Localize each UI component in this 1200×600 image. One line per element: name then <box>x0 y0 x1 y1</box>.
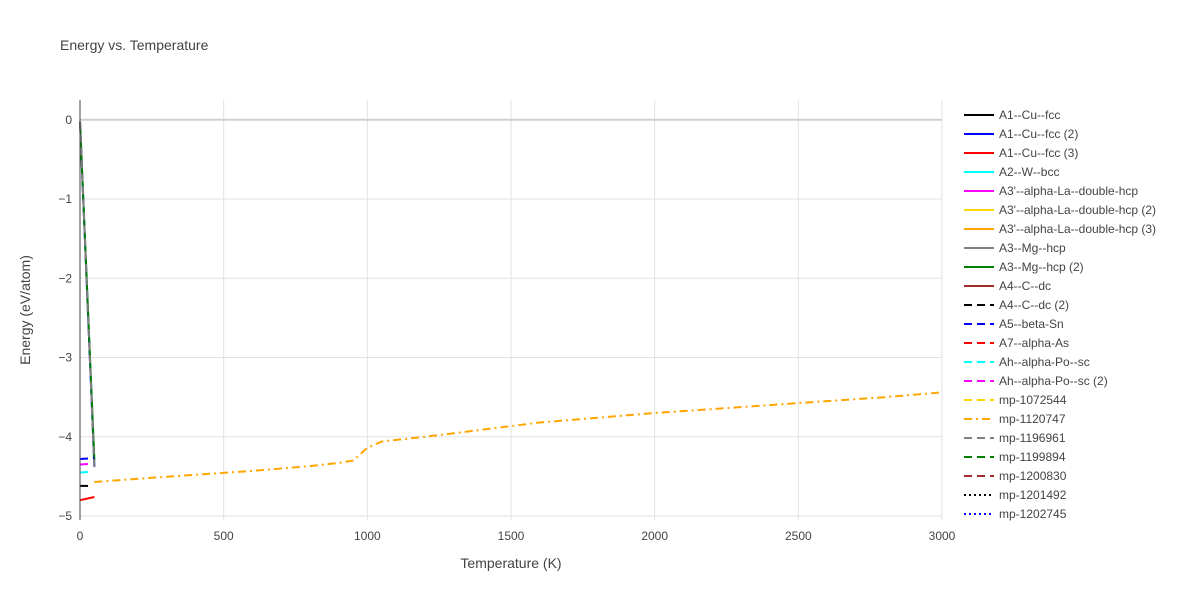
y-axis-label: Energy (eV/atom) <box>17 255 33 365</box>
legend-label: A3'--alpha-La--double-hcp (2) <box>999 203 1156 217</box>
series-line <box>79 462 92 466</box>
legend-label: mp-1202745 <box>999 507 1067 521</box>
x-tick-label: 1000 <box>354 529 381 543</box>
series-line <box>79 457 95 460</box>
legend-label: A7--alpha-As <box>999 336 1069 350</box>
x-tick-label: 2500 <box>785 529 812 543</box>
legend-label: A5--beta-Sn <box>999 317 1064 331</box>
y-tick-label: 0 <box>65 113 72 127</box>
y-tick-label: −2 <box>58 271 72 285</box>
legend-label: A3'--alpha-La--double-hcp (3) <box>999 222 1156 236</box>
x-tick-label: 3000 <box>929 529 956 543</box>
series-line <box>94 391 943 483</box>
legend-label: A2--W--bcc <box>999 165 1059 179</box>
x-tick-label: 1500 <box>498 529 525 543</box>
legend-label: A3'--alpha-La--double-hcp <box>999 184 1138 198</box>
legend-label: mp-1196961 <box>999 431 1066 445</box>
legend-label: mp-1201492 <box>999 488 1067 502</box>
legend-label: A1--Cu--fcc (2) <box>999 127 1078 141</box>
legend-label: A1--Cu--fcc (3) <box>999 146 1078 160</box>
legend-label: mp-1199894 <box>999 450 1066 464</box>
x-tick-label: 500 <box>214 529 234 543</box>
x-tick-label: 0 <box>77 529 84 543</box>
axis-ticks: 0 500 1000 1500 2000 2500 3000 0 −1 −2 −3 −4 −5 <box>58 113 955 543</box>
legend-label: A4--C--dc (2) <box>999 298 1069 312</box>
plot-area <box>79 121 943 502</box>
x-axis-label: Temperature (K) <box>460 555 561 571</box>
legend-label: A3--Mg--hcp (2) <box>999 260 1084 274</box>
y-tick-label: −1 <box>58 192 72 206</box>
legend-label: A4--C--dc <box>999 279 1051 293</box>
series-line <box>79 496 95 502</box>
legend-label: mp-1200830 <box>999 469 1067 483</box>
legend-label: mp-1120747 <box>999 412 1066 426</box>
legend-label: Ah--alpha-Po--sc (2) <box>999 374 1108 388</box>
legend-label: A3--Mg--hcp <box>999 241 1066 255</box>
chart-title: Energy vs. Temperature <box>60 37 209 53</box>
y-tick-label: −5 <box>58 509 72 523</box>
legend-label: A1--Cu--fcc <box>999 108 1060 122</box>
y-tick-label: −4 <box>58 430 72 444</box>
x-tick-label: 2000 <box>641 529 668 543</box>
grid <box>80 100 943 520</box>
legend: A1--Cu--fcc A1--Cu--fcc (2) A1--Cu--fcc (3… <box>964 108 1156 521</box>
legend-label: Ah--alpha-Po--sc <box>999 355 1090 369</box>
series-line <box>79 470 92 474</box>
series-line <box>79 121 96 469</box>
y-tick-label: −3 <box>58 351 72 365</box>
legend-label: mp-1072544 <box>999 393 1067 407</box>
